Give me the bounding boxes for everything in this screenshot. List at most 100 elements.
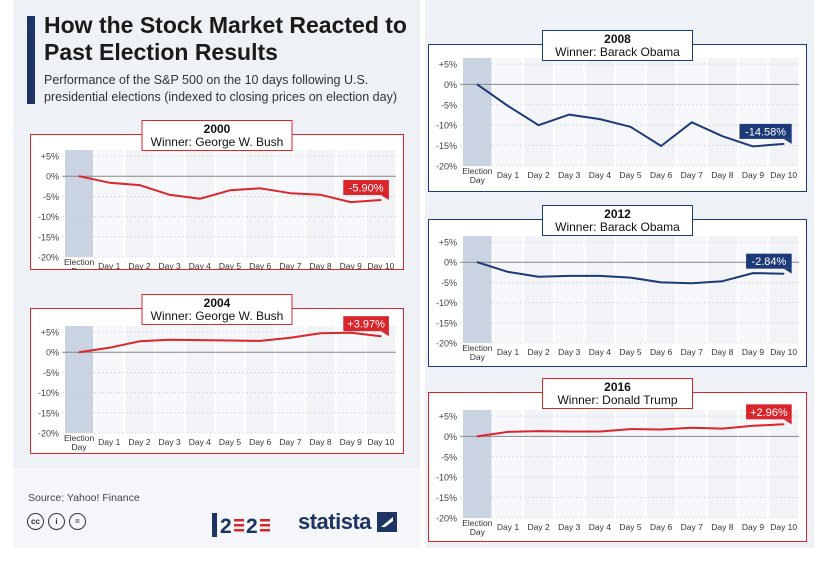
- data-point: [752, 145, 754, 148]
- x-tick-label: Day 1: [497, 347, 519, 357]
- data-point: [568, 430, 571, 433]
- day-column-band: [616, 410, 645, 518]
- data-point: [537, 275, 540, 278]
- data-point: [568, 113, 571, 116]
- y-tick-label: -20%: [436, 339, 457, 349]
- y-tick-label: 0%: [444, 80, 457, 90]
- attribution-icon[interactable]: i: [48, 513, 65, 530]
- end-label-pointer: [380, 331, 389, 337]
- title-accent-bar: [27, 16, 35, 104]
- x-tick-label: Day 6: [249, 437, 271, 447]
- x-tick-label: Day 5: [219, 261, 241, 270]
- end-label-badge: [343, 316, 389, 332]
- x-tick-label: Day 10: [367, 437, 394, 447]
- y-tick-label: -10%: [38, 388, 59, 398]
- day-column-band: [493, 410, 523, 518]
- page-subtitle: Performance of the S&P 500 on the 10 day…: [44, 73, 397, 104]
- data-point: [199, 198, 201, 200]
- y-tick-label: -10%: [436, 298, 457, 308]
- chart-year: 2012: [604, 207, 631, 221]
- x-tick-label: Day 10: [770, 347, 797, 357]
- data-point: [168, 193, 171, 196]
- y-tick-label: -15%: [38, 408, 59, 418]
- day-column-band: [585, 410, 615, 518]
- day-column-band: [646, 58, 676, 166]
- no-derivatives-icon[interactable]: =: [69, 513, 86, 530]
- x-tick-label: Day 4: [589, 170, 611, 180]
- day-column-band: [524, 410, 553, 518]
- election-day-band: [65, 326, 94, 433]
- election-day-band: [463, 58, 492, 166]
- data-point: [108, 346, 111, 349]
- x-tick-label: Day 9: [742, 522, 764, 532]
- end-label-badge: [739, 123, 792, 139]
- day-column-band: [708, 58, 737, 166]
- election-day-band: [463, 410, 492, 518]
- data-point: [507, 105, 509, 107]
- data-point: [259, 340, 261, 342]
- day-column-band: [276, 326, 305, 433]
- x-tick-label: Day 8: [309, 437, 331, 447]
- x-tick-label: Day 7: [681, 170, 703, 180]
- data-point: [782, 272, 785, 275]
- x-tick-label: Day 4: [589, 522, 611, 532]
- day-column-band: [677, 236, 707, 343]
- source-note: Source: Yahoo! Finance: [28, 492, 140, 504]
- day-column-band: [155, 150, 184, 257]
- x-tick-label: Day 5: [219, 437, 241, 447]
- day-column-band: [738, 58, 768, 166]
- day-column-band: [769, 410, 798, 518]
- x-tick-label: Day 2: [527, 347, 549, 357]
- end-label-text: +3.97%: [347, 319, 385, 331]
- data-point: [108, 181, 111, 184]
- day-column-band: [215, 326, 245, 433]
- day-column-band: [524, 58, 553, 166]
- x-tick-label: Day 6: [650, 522, 672, 532]
- x-tick-label: Day 9: [340, 437, 362, 447]
- page-title: How the Stock Market Reacted to Past Ele…: [44, 12, 407, 65]
- x-tick-label: Day 7: [681, 347, 703, 357]
- chart-title-box: [542, 205, 693, 236]
- y-tick-label: -15%: [38, 232, 59, 242]
- y-tick-label: -5%: [441, 100, 457, 110]
- data-point: [537, 124, 540, 126]
- day-column-band: [646, 236, 676, 343]
- chart-year: 2000: [204, 122, 231, 136]
- election-day-band: [463, 236, 492, 343]
- x-tick-label: Day 1: [497, 170, 519, 180]
- data-point: [660, 428, 662, 431]
- end-label-badge: [343, 180, 389, 196]
- creative-commons-icon[interactable]: cc: [27, 513, 44, 530]
- x-tick-label: Day 6: [249, 261, 271, 270]
- day-column-band: [585, 58, 615, 166]
- day-column-band: [185, 150, 214, 257]
- data-point: [690, 427, 693, 429]
- chart-title-box: [141, 294, 293, 325]
- x-tick-label: Day 7: [279, 261, 301, 270]
- x-tick-label: Day 4: [589, 347, 611, 357]
- statista-logo[interactable]: statista: [298, 509, 372, 534]
- day-column-band: [215, 150, 245, 257]
- x-tick-label: Day 3: [558, 170, 580, 180]
- data-point: [289, 192, 292, 194]
- chart-winner: Winner: Barack Obama: [555, 220, 680, 234]
- data-point: [380, 335, 382, 337]
- y-tick-label: +5%: [439, 60, 457, 70]
- data-point: [78, 175, 80, 177]
- data-point: [319, 193, 322, 196]
- x-tick-label: Day 9: [340, 261, 362, 270]
- data-point: [629, 126, 632, 128]
- end-label-pointer: [783, 268, 792, 274]
- svg-text:2: 2: [220, 515, 232, 538]
- end-label-pointer: [380, 195, 389, 201]
- x-tick-label: Day 5: [619, 522, 641, 532]
- x-tick-label: Day 3: [159, 261, 181, 270]
- x-tick-label: Day 4: [189, 437, 211, 447]
- x-tick-label: Day 5: [619, 347, 641, 357]
- day-column-band: [306, 150, 335, 257]
- y-tick-label: +5%: [439, 238, 457, 248]
- day-column-band: [769, 236, 798, 343]
- day-column-band: [738, 410, 768, 518]
